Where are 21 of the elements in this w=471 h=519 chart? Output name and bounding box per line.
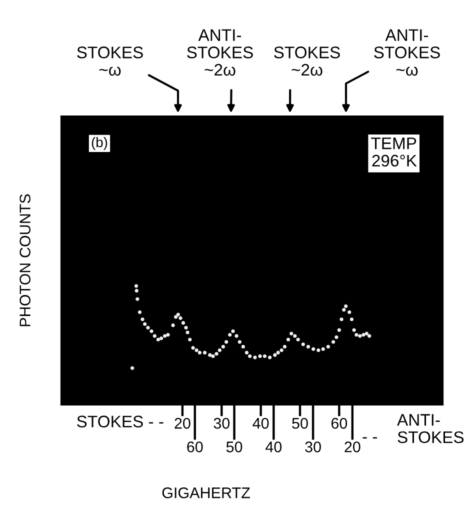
y-axis-title: PHOTON COUNTS xyxy=(20,194,30,326)
text: - - xyxy=(362,437,377,439)
text: (b) xyxy=(92,137,108,150)
text: ANTI- STOKES ~2ω xyxy=(187,29,253,76)
x2-tick-label: 60 xyxy=(187,442,203,452)
text: TEMP 296°K xyxy=(371,138,417,167)
x-tick-label: 60 xyxy=(331,418,348,429)
x-tick-label: 30 xyxy=(214,418,230,429)
x-tick-label: 20 xyxy=(174,418,190,429)
x-axis-title: GIGAHERTZ xyxy=(162,487,250,498)
x-tick-label: 50 xyxy=(292,418,308,429)
x2-tick-label: 50 xyxy=(226,442,242,452)
x2-tick-label: 20 xyxy=(344,442,360,452)
text: ANTI- STOKES ~ω xyxy=(374,29,440,76)
x2-tick-label: 40 xyxy=(266,442,282,452)
x2-tick-label: 30 xyxy=(305,442,321,452)
x-tick-label: 40 xyxy=(252,418,269,429)
text: STOKES ~2ω xyxy=(274,46,340,76)
text: STOKES ~ω xyxy=(77,46,143,76)
text: ANTI- STOKES xyxy=(397,414,464,444)
text: STOKES - - xyxy=(77,416,164,428)
